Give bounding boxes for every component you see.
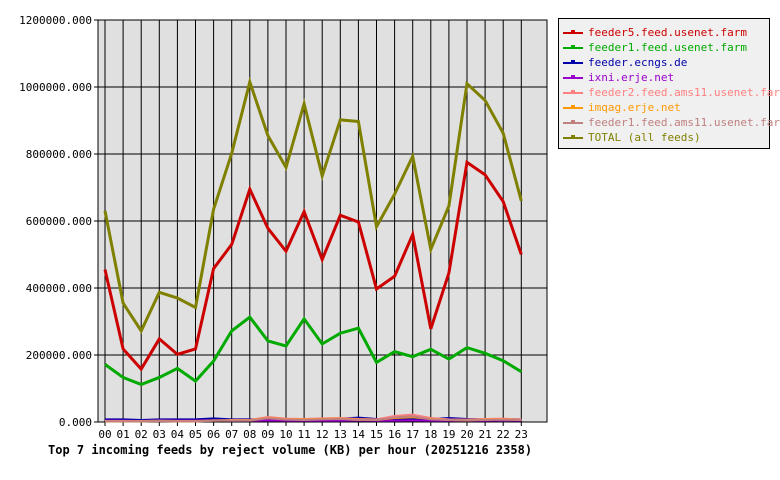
axes bbox=[94, 19, 548, 426]
legend-swatch bbox=[563, 89, 583, 94]
legend-label: feeder2.feed.ams11.usenet.farm bbox=[588, 86, 780, 99]
x-tick-label: 06 bbox=[207, 428, 220, 441]
legend-swatch bbox=[563, 59, 583, 64]
x-tick-label: 01 bbox=[116, 428, 129, 441]
x-tick-label: 07 bbox=[225, 428, 238, 441]
x-tick-label: 10 bbox=[279, 428, 292, 441]
legend-item: imqag.erje.net bbox=[563, 100, 769, 115]
x-tick-label: 22 bbox=[497, 428, 510, 441]
series-line-0 bbox=[103, 159, 523, 372]
x-tick-label: 17 bbox=[406, 428, 419, 441]
legend-label: imqag.erje.net bbox=[588, 101, 681, 114]
legend-label: TOTAL (all feeds) bbox=[588, 131, 701, 144]
y-tick-labels: 0.000 200000.000 400000.000 600000.000 80000… bbox=[19, 14, 92, 429]
x-tick-label: 12 bbox=[316, 428, 329, 441]
y-tick-label: 1000000.000 bbox=[19, 81, 92, 94]
x-tick-label: 16 bbox=[388, 428, 401, 441]
legend-swatch bbox=[563, 29, 583, 34]
legend-swatch bbox=[563, 44, 583, 49]
x-tick-label: 23 bbox=[515, 428, 528, 441]
legend-swatch bbox=[563, 134, 583, 139]
legend-swatch bbox=[563, 104, 583, 109]
legend-label: feeder1.feed.ams11.usenet.farm bbox=[588, 116, 780, 129]
legend-item: ixni.erje.net bbox=[563, 70, 769, 85]
x-tick-label: 08 bbox=[243, 428, 256, 441]
legend-item: feeder1.feed.usenet.farm bbox=[563, 40, 769, 55]
legend-item: feeder.ecngs.de bbox=[563, 55, 769, 70]
legend-swatch bbox=[563, 119, 583, 124]
series-line-6 bbox=[105, 415, 522, 423]
legend-swatch bbox=[563, 74, 583, 79]
x-tick-label: 00 bbox=[98, 428, 111, 441]
x-tick-label: 19 bbox=[442, 428, 455, 441]
x-tick-label: 03 bbox=[153, 428, 166, 441]
legend-item: feeder5.feed.usenet.farm bbox=[563, 25, 769, 40]
y-tick-label: 200000.000 bbox=[26, 349, 92, 362]
y-tick-label: 1200000.000 bbox=[19, 14, 92, 27]
series-line-1 bbox=[104, 315, 523, 387]
y-tick-label: 800000.000 bbox=[26, 148, 92, 161]
legend-item: feeder2.feed.ams11.usenet.farm bbox=[563, 85, 780, 100]
chart-title: Top 7 incoming feeds by reject volume (K… bbox=[48, 443, 533, 457]
legend-label: feeder5.feed.usenet.farm bbox=[588, 26, 747, 39]
x-tick-label: 09 bbox=[261, 428, 274, 441]
legend: feeder5.feed.usenet.farm feeder1.feed.use… bbox=[558, 18, 780, 149]
legend-item: feeder1.feed.ams11.usenet.farm bbox=[563, 115, 780, 130]
legend-label: feeder1.feed.usenet.farm bbox=[588, 41, 747, 54]
x-tick-label: 05 bbox=[189, 428, 202, 441]
x-tick-label: 15 bbox=[370, 428, 383, 441]
x-tick-label: 20 bbox=[460, 428, 473, 441]
series-line-7 bbox=[103, 76, 523, 334]
x-tick-label: 04 bbox=[171, 428, 185, 441]
legend-label: feeder.ecngs.de bbox=[588, 56, 688, 69]
x-tick-label: 14 bbox=[352, 428, 366, 441]
x-tick-label: 11 bbox=[297, 428, 310, 441]
legend-label: ixni.erje.net bbox=[588, 71, 675, 84]
x-tick-labels: 00 01 02 03 04 05 06 07 08 09 10 11 12 13 14 15 16 17 18 19… bbox=[98, 428, 528, 441]
y-tick-label: 600000.000 bbox=[26, 215, 92, 228]
x-tick-label: 21 bbox=[478, 428, 491, 441]
x-tick-label: 02 bbox=[135, 428, 148, 441]
x-tick-label: 18 bbox=[424, 428, 437, 441]
x-tick-label: 13 bbox=[334, 428, 347, 441]
legend-item: TOTAL (all feeds) bbox=[563, 130, 769, 145]
y-tick-label: 400000.000 bbox=[26, 282, 92, 295]
y-tick-label: 0.000 bbox=[59, 416, 92, 429]
series-lines bbox=[103, 76, 523, 423]
